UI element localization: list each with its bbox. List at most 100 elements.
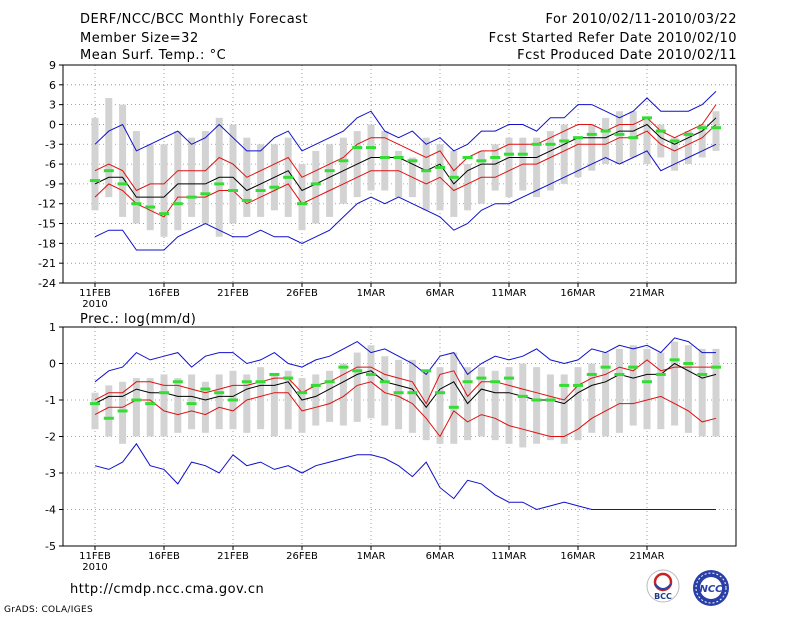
ensemble-box — [243, 374, 251, 433]
ensemble-box — [326, 370, 334, 422]
y-tick-label: -9 — [45, 178, 56, 191]
bcc-logo-icon: BCC — [646, 569, 680, 603]
y-tick-label: -6 — [45, 158, 56, 171]
y-tick-label: 6 — [49, 79, 56, 92]
ensemble-box — [339, 363, 347, 426]
x-tick-label: 16MAR — [560, 551, 595, 562]
ensemble-box — [712, 111, 720, 151]
ensemble-box — [119, 104, 127, 217]
ensemble-box — [105, 98, 113, 198]
forecast-period: For 2010/02/11-2010/03/22 — [545, 12, 737, 27]
member-size: Member Size=32 — [80, 31, 199, 46]
x-tick-label: 11MAR — [491, 551, 526, 562]
plot-frame — [62, 64, 737, 284]
y-tick-label: -3 — [45, 467, 56, 480]
ensemble-box — [326, 144, 334, 217]
ensemble-box — [215, 374, 223, 430]
ensemble-box — [119, 381, 127, 444]
ncc-logo-text: NCC — [699, 584, 723, 595]
y-tick-label: 1 — [49, 321, 56, 334]
logos: BCC NCC — [646, 569, 729, 606]
y-tick-label: -2 — [45, 431, 56, 444]
ensemble-box — [422, 137, 430, 211]
ensemble-box — [698, 348, 706, 437]
ensemble-box — [146, 144, 154, 231]
y-tick-label: -4 — [45, 504, 56, 517]
x-tick-label: 6MAR — [426, 288, 455, 299]
ensemble-box — [91, 117, 99, 211]
variable-label: Mean Surf. Temp.: °C — [80, 48, 227, 63]
ensemble-box — [257, 144, 265, 217]
lower-quartile-line — [94, 381, 717, 438]
ensemble-box — [105, 385, 113, 437]
ensemble-box — [712, 348, 720, 437]
ensemble-box — [657, 352, 665, 430]
ensemble-box — [257, 367, 265, 430]
ensemble-box — [560, 374, 568, 444]
ensemble-box — [588, 124, 596, 171]
y-tick-label: 0 — [49, 118, 56, 131]
ensemble-box — [381, 356, 389, 426]
y-tick-label: -1 — [45, 394, 56, 407]
ensemble-box — [160, 144, 168, 237]
ensemble-box — [602, 352, 610, 437]
x-tick-label: 21FEB — [217, 551, 249, 562]
bcc-logo-text: BCC — [654, 592, 672, 601]
max-line — [94, 337, 716, 383]
ensemble-box — [671, 137, 679, 171]
ensemble-box — [132, 378, 140, 437]
x-tick-label: 11FEB — [79, 551, 111, 562]
ensemble-box — [381, 131, 389, 191]
ensemble-box — [422, 370, 430, 441]
forecast-produced-date: Fcst Produced Date 2010/02/11 — [517, 48, 737, 63]
min-line — [94, 143, 717, 251]
x-tick-label: 11FEB — [79, 288, 111, 299]
y-tick-label: 3 — [49, 99, 56, 112]
ensemble-box — [519, 363, 527, 448]
ensemble-box — [643, 348, 651, 430]
max-line — [94, 91, 717, 152]
ensemble-box — [201, 381, 209, 433]
ensemble-box — [312, 150, 320, 224]
y-tick-label: 0 — [49, 358, 56, 371]
x-tick-label: 26FEB — [286, 288, 318, 299]
ensemble-box — [643, 117, 651, 165]
median-line — [94, 362, 717, 409]
upper-quartile-line — [94, 359, 716, 405]
forecast-title: DERF/NCC/BCC Monthly Forecast — [80, 12, 309, 27]
min-line — [94, 442, 716, 511]
ensemble-box — [491, 370, 499, 441]
ensemble-box — [560, 124, 568, 184]
footer-url[interactable]: http://cmdp.ncc.cma.gov.cn — [70, 582, 265, 597]
ensemble-box — [615, 348, 623, 433]
ncc-logo-icon: NCC — [693, 570, 729, 606]
ensemble-box — [353, 352, 361, 422]
x-tick-label: 6MAR — [426, 551, 455, 562]
ensemble-box — [270, 374, 278, 437]
ensemble-box — [284, 370, 292, 430]
ensemble-box — [505, 137, 513, 198]
ensemble-box — [132, 131, 140, 224]
ensemble-box — [533, 367, 541, 444]
ensemble-box — [588, 363, 596, 433]
ensemble-box — [146, 378, 154, 437]
x-tick-label: 11MAR — [491, 288, 526, 299]
ensemble-box — [477, 367, 485, 437]
x-tick-label: 1MAR — [357, 288, 386, 299]
y-tick-label: 9 — [49, 59, 56, 72]
ensemble-box — [91, 392, 99, 430]
ensemble-box — [229, 124, 237, 224]
ensemble-box — [546, 374, 554, 441]
precip-panel-title: Prec.: log(mm/d) — [80, 312, 197, 327]
y-tick-label: -18 — [38, 237, 56, 250]
x-tick-label: 16FEB — [148, 551, 180, 562]
x-tick-label: 21MAR — [629, 551, 664, 562]
y-tick-label: -21 — [38, 257, 56, 270]
ensemble-box — [684, 131, 692, 165]
x-tick-label: 26FEB — [286, 551, 318, 562]
x-tick-label: 16FEB — [148, 288, 180, 299]
ensemble-box — [546, 131, 554, 191]
x-tick-label: 1MAR — [357, 551, 386, 562]
ensemble-box — [671, 341, 679, 426]
